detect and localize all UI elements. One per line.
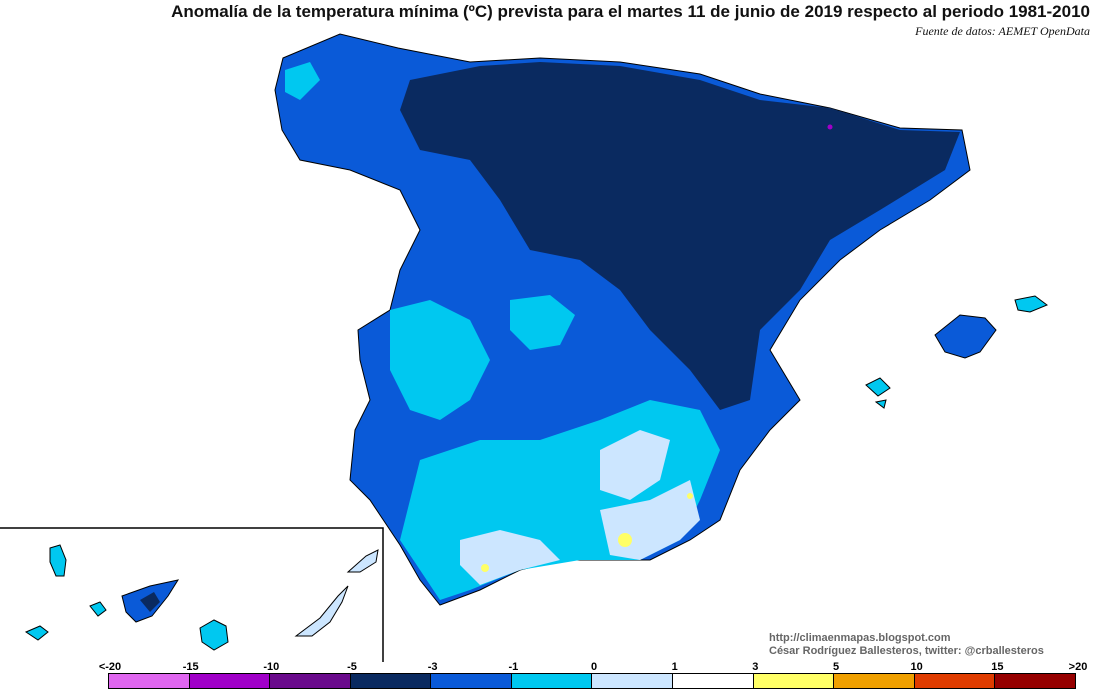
island-menorca	[1014, 295, 1049, 313]
data-source-label: Fuente de datos: AEMET OpenData	[915, 24, 1090, 38]
legend-swatch	[995, 674, 1075, 688]
legend-tick-label: -5	[347, 661, 357, 673]
legend-swatch	[511, 674, 593, 688]
region-cyan-west	[390, 300, 490, 420]
island-fuerteventura	[294, 585, 349, 637]
island-el-hierro	[24, 625, 49, 641]
legend-swatch	[350, 674, 432, 688]
legend-swatch	[834, 674, 915, 688]
legend-tick-label: -15	[182, 661, 199, 673]
author-credit: César Rodríguez Ballesteros, twitter: @c…	[769, 645, 1044, 657]
island-formentera	[874, 399, 887, 409]
map-title: Anomalía de la temperatura mínima (ºC) p…	[171, 2, 1090, 21]
legend-tick-label: 0	[590, 661, 598, 673]
magenta-spot	[827, 124, 833, 130]
island-la-gomera	[89, 601, 107, 617]
region-dark-navy	[400, 62, 960, 410]
island-ibiza	[865, 377, 891, 397]
color-legend	[108, 673, 1076, 689]
legend-swatch	[270, 674, 351, 688]
yellow-spot-1	[618, 533, 632, 547]
blog-link[interactable]: http://climaenmapas.blogspot.com	[769, 632, 951, 644]
legend-swatch	[592, 674, 674, 688]
credits: http://climaenmapas.blogspot.com César R…	[769, 632, 1044, 658]
legend-swatch	[189, 674, 271, 688]
region-pale-blue-granada	[600, 430, 670, 500]
legend-swatch	[914, 674, 996, 688]
legend-tick-label: <-20	[98, 661, 122, 673]
island-gran-canaria	[199, 619, 229, 651]
legend-tick-label: 3	[752, 661, 759, 673]
legend-tick-label: 5	[832, 661, 840, 673]
legend-swatch	[109, 674, 190, 688]
island-tenerife-summit	[140, 592, 160, 612]
island-la-palma	[49, 544, 67, 577]
island-mallorca	[934, 314, 997, 359]
region-cyan-galicia	[285, 62, 320, 100]
legend-swatch	[753, 674, 835, 688]
legend-tick-label: -10	[263, 661, 280, 673]
canary-inset-frame	[0, 527, 384, 662]
legend-tick-label: 15	[991, 661, 1004, 673]
legend-tick-label: 10	[910, 661, 923, 673]
island-lanzarote	[346, 549, 379, 573]
legend-tick-label: >20	[1068, 661, 1088, 673]
legend-tick-label: -3	[427, 661, 438, 673]
legend-swatch	[431, 674, 512, 688]
yellow-spot-2	[481, 564, 489, 572]
region-cyan-centre	[510, 295, 575, 350]
legend-tick-label: 1	[671, 661, 678, 673]
legend-tick-label: -1	[508, 661, 519, 673]
legend-swatch	[673, 674, 754, 688]
yellow-spot-3	[687, 493, 693, 499]
